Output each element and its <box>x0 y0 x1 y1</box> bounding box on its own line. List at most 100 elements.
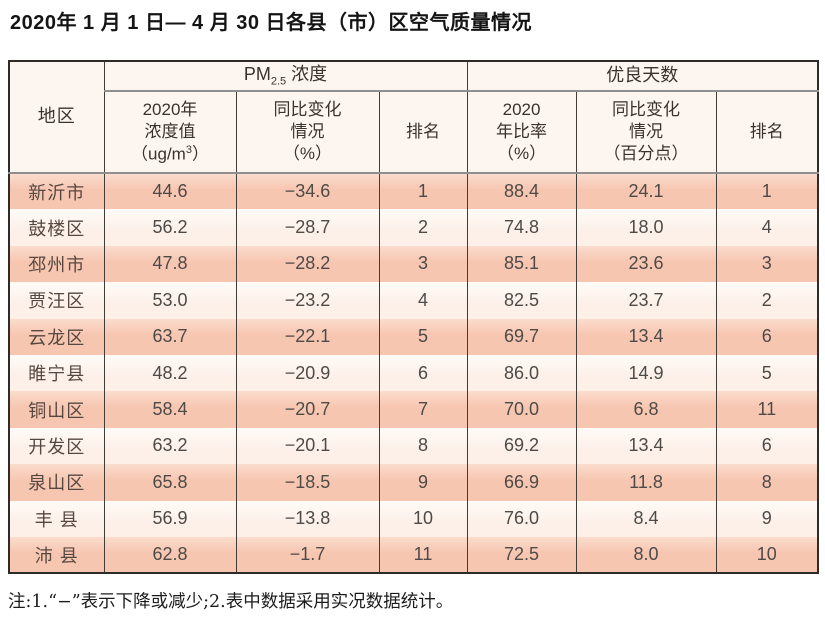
pm-rank-cell: 7 <box>379 391 468 428</box>
unit-pre: （ug/m <box>131 144 186 164</box>
region-cell: 新沂市 <box>9 173 105 210</box>
days-ratio-cell: 85.1 <box>467 245 577 283</box>
concentration-line1: 2020年 <box>142 99 198 119</box>
col-header-rank-days: 排名 <box>716 91 819 174</box>
table-row: 睢宁县 48.2 −20.9 6 86.0 14.9 5 <box>9 354 819 392</box>
days-rank-cell: 6 <box>716 318 819 355</box>
concentration-line2: 浓度值 <box>144 121 196 141</box>
col-group-good-days: 优良天数 <box>467 61 819 92</box>
pm-value-cell: 56.2 <box>104 209 237 246</box>
pm-rank-cell: 11 <box>379 536 468 574</box>
region-cell: 泉山区 <box>9 464 105 501</box>
days-yoy-cell: 18.0 <box>576 209 717 246</box>
days-rank-cell: 6 <box>716 427 819 465</box>
days-yoy-cell: 13.4 <box>576 427 717 465</box>
region-cell: 云龙区 <box>9 318 105 355</box>
days-yoy-cell: 23.7 <box>576 282 717 319</box>
days-rank-cell: 2 <box>716 282 819 319</box>
pm-yoy-cell: −20.7 <box>236 391 380 428</box>
days-rank-cell: 11 <box>716 391 819 428</box>
days-yoy-cell: 14.9 <box>576 354 717 392</box>
region-cell: 丰 县 <box>9 500 105 537</box>
table-row: 贾汪区 53.0 −23.2 4 82.5 23.7 2 <box>9 282 819 319</box>
pm-value-cell: 48.2 <box>104 354 237 392</box>
days-ratio-cell: 82.5 <box>467 282 577 319</box>
table-row: 沛 县 62.8 −1.7 11 72.5 8.0 10 <box>9 536 819 574</box>
days-rank-cell: 3 <box>716 245 819 283</box>
region-cell: 睢宁县 <box>9 354 105 392</box>
pm-value-cell: 63.2 <box>104 427 237 465</box>
col-header-ratio: 2020 年比率 （%） <box>467 91 577 174</box>
unit-superscript: 3 <box>185 143 192 156</box>
days-ratio-cell: 76.0 <box>467 500 577 537</box>
pm-yoy-cell: −34.6 <box>236 173 380 210</box>
col-group-pm25: PM2.5 浓度 <box>104 61 468 92</box>
region-cell: 贾汪区 <box>9 282 105 319</box>
pm-yoy-cell: −13.8 <box>236 500 380 537</box>
region-cell: 邳州市 <box>9 245 105 283</box>
days-yoy-cell: 8.0 <box>576 536 717 574</box>
pm-rank-cell: 6 <box>379 354 468 392</box>
pm-value-cell: 62.8 <box>104 536 237 574</box>
days-rank-cell: 8 <box>716 464 819 501</box>
pm-yoy-cell: −28.7 <box>236 209 380 246</box>
table-row: 新沂市 44.6 −34.6 1 88.4 24.1 1 <box>9 173 819 210</box>
pm-yoy-cell: −20.1 <box>236 427 380 465</box>
col-header-rank-pm: 排名 <box>379 91 468 174</box>
pm-value-cell: 58.4 <box>104 391 237 428</box>
days-ratio-cell: 66.9 <box>467 464 577 501</box>
days-rank-cell: 10 <box>716 536 819 574</box>
days-rank-cell: 5 <box>716 354 819 392</box>
days-ratio-cell: 86.0 <box>467 354 577 392</box>
days-ratio-cell: 69.7 <box>467 318 577 355</box>
pm-rank-cell: 8 <box>379 427 468 465</box>
col-header-concentration: 2020年 浓度值 （ug/m3） <box>104 91 237 174</box>
pm-yoy-cell: −23.2 <box>236 282 380 319</box>
page-title: 2020年 1 月 1 日— 4 月 30 日各县（市）区空气质量情况 <box>10 12 533 34</box>
days-ratio-cell: 88.4 <box>467 173 577 210</box>
pm-suffix: 浓度 <box>286 64 328 85</box>
table-row: 丰 县 56.9 −13.8 10 76.0 8.4 9 <box>9 500 819 537</box>
days-ratio-cell: 70.0 <box>467 391 577 428</box>
pm-yoy-cell: −20.9 <box>236 354 380 392</box>
unit-post: ） <box>191 144 209 164</box>
pm-rank-cell: 1 <box>379 173 468 210</box>
pm-rank-cell: 10 <box>379 500 468 537</box>
region-cell: 鼓楼区 <box>9 209 105 246</box>
pm-yoy-cell: −28.2 <box>236 245 380 283</box>
days-ratio-cell: 72.5 <box>467 536 577 574</box>
pm-subscript: 2.5 <box>270 75 287 88</box>
table-body: 新沂市 44.6 −34.6 1 88.4 24.1 1 鼓楼区 56.2 −2… <box>9 173 819 574</box>
days-rank-cell: 9 <box>716 500 819 537</box>
days-rank-cell: 1 <box>716 173 819 210</box>
table-row: 泉山区 65.8 −18.5 9 66.9 11.8 8 <box>9 464 819 501</box>
air-quality-table: 地区 PM2.5 浓度 优良天数 2020年 浓度值 （ug/m3） 同比变化 … <box>8 60 820 575</box>
pm-value-cell: 56.9 <box>104 500 237 537</box>
pm-yoy-cell: −1.7 <box>236 536 380 574</box>
days-yoy-cell: 6.8 <box>576 391 717 428</box>
days-yoy-cell: 8.4 <box>576 500 717 537</box>
pm-rank-cell: 2 <box>379 209 468 246</box>
header-row-groups: 地区 PM2.5 浓度 优良天数 <box>9 61 819 174</box>
table-header: 地区 PM2.5 浓度 优良天数 2020年 浓度值 （ug/m3） 同比变化 … <box>9 61 819 174</box>
pm-value-cell: 65.8 <box>104 464 237 501</box>
pm-yoy-cell: −22.1 <box>236 318 380 355</box>
col-header-yoy-days: 同比变化 情况 （百分点） <box>576 91 717 174</box>
pm-rank-cell: 9 <box>379 464 468 501</box>
days-yoy-cell: 11.8 <box>576 464 717 501</box>
region-cell: 铜山区 <box>9 391 105 428</box>
days-ratio-cell: 69.2 <box>467 427 577 465</box>
table-row: 铜山区 58.4 −20.7 7 70.0 6.8 11 <box>9 391 819 428</box>
days-yoy-cell: 24.1 <box>576 173 717 210</box>
pm-value-cell: 53.0 <box>104 282 237 319</box>
footnote: 注:1.“−”表示下降或减少;2.表中数据采用实况数据统计。 <box>8 592 454 612</box>
days-yoy-cell: 23.6 <box>576 245 717 283</box>
pm-prefix: PM <box>243 64 271 85</box>
concentration-unit: （ug/m3） <box>105 143 236 166</box>
region-cell: 沛 县 <box>9 536 105 574</box>
pm-value-cell: 44.6 <box>104 173 237 210</box>
pm-rank-cell: 3 <box>379 245 468 283</box>
table-row: 邳州市 47.8 −28.2 3 85.1 23.6 3 <box>9 245 819 283</box>
col-header-yoy-pm: 同比变化 情况 （%） <box>236 91 380 174</box>
